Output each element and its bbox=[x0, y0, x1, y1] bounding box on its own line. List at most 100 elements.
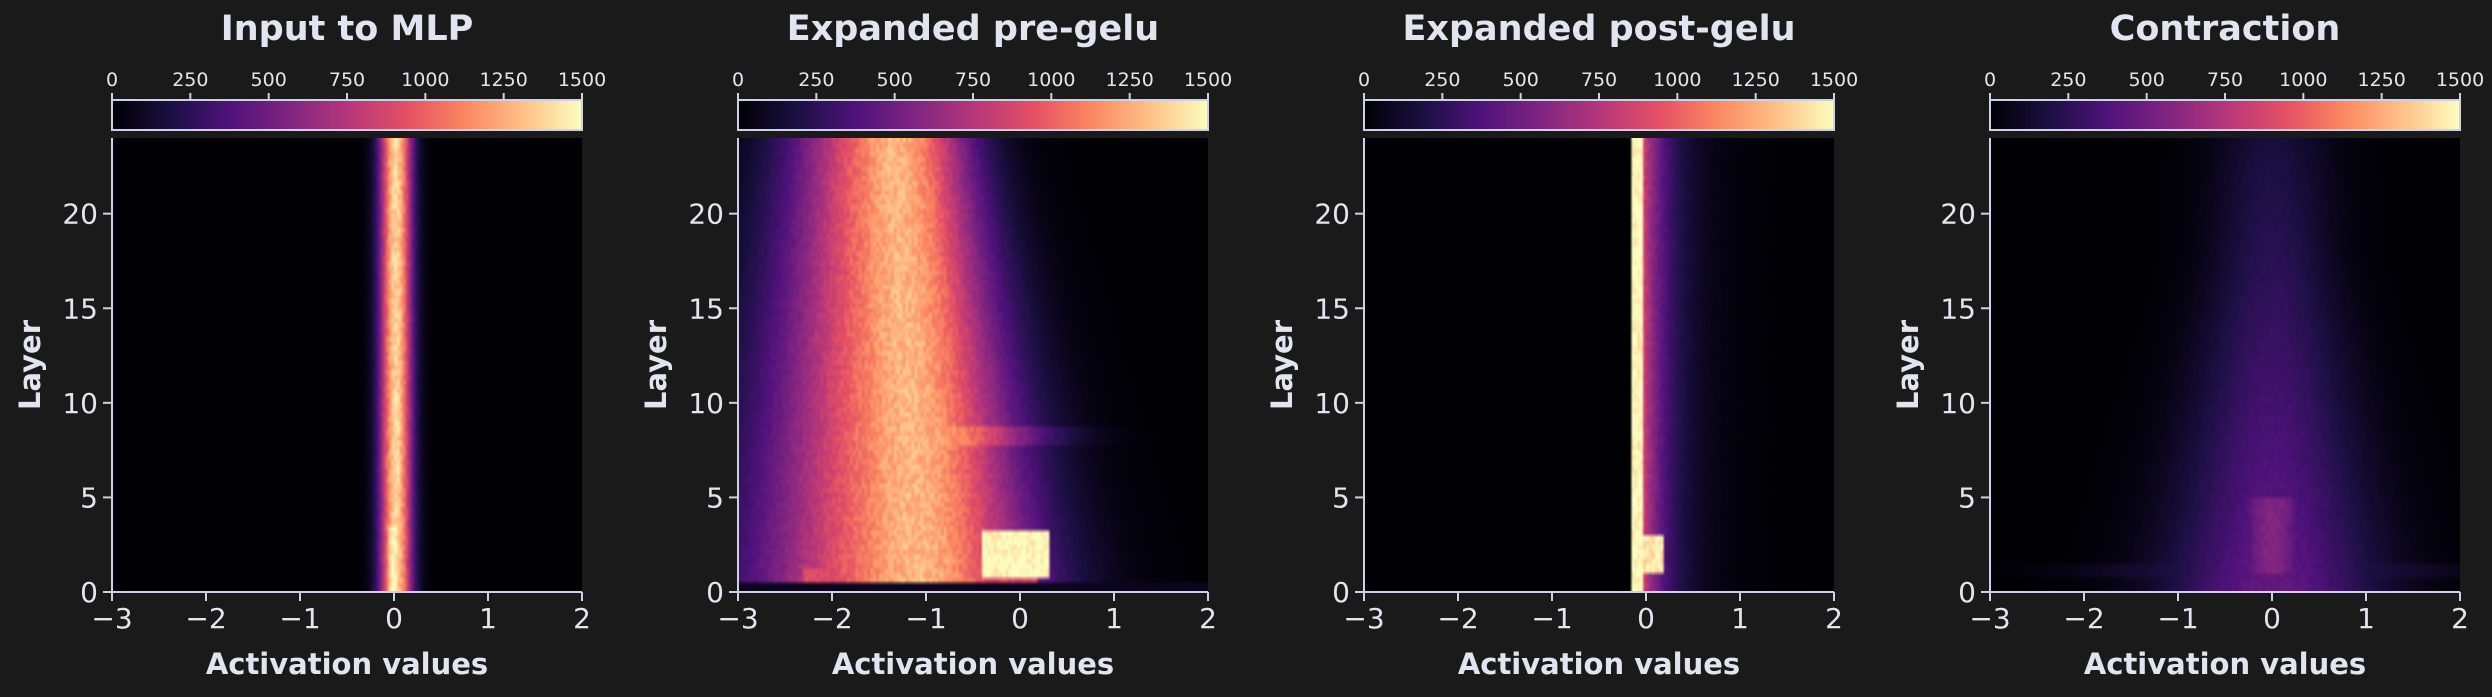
x-tick-label: −2 bbox=[811, 602, 852, 635]
y-tick-label: 0 bbox=[1332, 576, 1350, 609]
chart-title: Expanded pre-gelu bbox=[787, 9, 1159, 49]
colorbar-gradient bbox=[737, 99, 1209, 131]
colorbar-tick-label: 1250 bbox=[479, 69, 527, 91]
y-tick-label: 5 bbox=[1332, 481, 1350, 514]
colorbar-gradient bbox=[1989, 99, 2461, 131]
x-tick-label: 1 bbox=[479, 602, 497, 635]
heatmap-image bbox=[112, 138, 582, 592]
x-axis-label: Activation values bbox=[2084, 647, 2366, 681]
y-tick-label: 15 bbox=[688, 292, 724, 325]
colorbar-tick-label: 0 bbox=[732, 69, 744, 91]
y-tick-label: 10 bbox=[688, 387, 724, 420]
x-tick-label: −1 bbox=[905, 602, 946, 635]
y-tick-label: 20 bbox=[1940, 198, 1976, 231]
y-tick-label: 5 bbox=[706, 481, 724, 514]
colorbar-tick-label: 250 bbox=[2050, 69, 2086, 91]
colorbar: 0 250 500 750 1000 1250 1500 bbox=[732, 69, 1232, 131]
x-tick-label: −1 bbox=[2157, 602, 2198, 635]
heatmap-image bbox=[1364, 138, 1834, 592]
y-tick-label: 15 bbox=[1940, 292, 1976, 325]
y-axis-label: Layer bbox=[1265, 319, 1299, 410]
colorbar-tick-label: 1500 bbox=[2436, 69, 2484, 91]
x-tick-label: 1 bbox=[2357, 602, 2375, 635]
x-tick-label: −2 bbox=[2063, 602, 2104, 635]
x-tick-label: −3 bbox=[717, 602, 758, 635]
y-tick-label: 0 bbox=[1958, 576, 1976, 609]
y-axis-label: Layer bbox=[13, 319, 47, 410]
colorbar: 0 250 500 750 1000 1250 1500 bbox=[1984, 69, 2484, 131]
colorbar-tick-label: 750 bbox=[1581, 69, 1617, 91]
y-tick-label: 5 bbox=[80, 481, 98, 514]
colorbar-tick-label: 1000 bbox=[401, 69, 449, 91]
colorbar-tick-label: 1000 bbox=[1653, 69, 1701, 91]
y-tick-label: 20 bbox=[1314, 198, 1350, 231]
y-tick-label: 20 bbox=[688, 198, 724, 231]
colorbar-tick-label: 1250 bbox=[1105, 69, 1153, 91]
x-axis-label: Activation values bbox=[206, 647, 488, 681]
colorbar-tick-label: 0 bbox=[106, 69, 118, 91]
x-axis-label: Activation values bbox=[1458, 647, 1740, 681]
heatmap-image bbox=[1990, 138, 2460, 592]
colorbar-tick-label: 750 bbox=[955, 69, 991, 91]
x-tick-label: 2 bbox=[1199, 602, 1217, 635]
x-tick-label: 0 bbox=[1637, 602, 1655, 635]
heatmap-image bbox=[738, 138, 1208, 592]
colorbar-tick-label: 250 bbox=[172, 69, 208, 91]
x-tick-label: 2 bbox=[1825, 602, 1843, 635]
chart-title: Contraction bbox=[2110, 9, 2341, 49]
colorbar-gradient bbox=[111, 99, 583, 131]
colorbar-tick-label: 1250 bbox=[2357, 69, 2405, 91]
x-tick-label: −1 bbox=[1531, 602, 1572, 635]
y-tick-label: 15 bbox=[62, 292, 98, 325]
colorbar: 0 250 500 750 1000 1250 1500 bbox=[1358, 69, 1858, 131]
colorbar-tick-label: 1500 bbox=[558, 69, 606, 91]
colorbar-tick-label: 1500 bbox=[1810, 69, 1858, 91]
colorbar-tick-label: 500 bbox=[251, 69, 287, 91]
x-tick-label: 1 bbox=[1105, 602, 1123, 635]
x-tick-label: 0 bbox=[2263, 602, 2281, 635]
x-tick-label: −2 bbox=[1437, 602, 1478, 635]
colorbar-tick-label: 1250 bbox=[1731, 69, 1779, 91]
x-tick-label: 2 bbox=[573, 602, 591, 635]
x-axis-label: Activation values bbox=[832, 647, 1114, 681]
x-tick-label: −3 bbox=[91, 602, 132, 635]
colorbar: 0 250 500 750 1000 1250 1500 bbox=[106, 69, 606, 131]
x-tick-label: −1 bbox=[279, 602, 320, 635]
colorbar-tick-label: 500 bbox=[877, 69, 913, 91]
y-tick-label: 10 bbox=[1314, 387, 1350, 420]
y-tick-label: 0 bbox=[706, 576, 724, 609]
chart-title: Expanded post-gelu bbox=[1403, 9, 1796, 49]
x-tick-label: 1 bbox=[1731, 602, 1749, 635]
y-tick-label: 0 bbox=[80, 576, 98, 609]
y-tick-label: 10 bbox=[1940, 387, 1976, 420]
colorbar-tick-label: 250 bbox=[1424, 69, 1460, 91]
y-tick-label: 20 bbox=[62, 198, 98, 231]
y-tick-label: 10 bbox=[62, 387, 98, 420]
y-axis-label: Layer bbox=[639, 319, 673, 410]
colorbar-tick-label: 1000 bbox=[1027, 69, 1075, 91]
colorbar-gradient bbox=[1363, 99, 1835, 131]
colorbar-tick-label: 500 bbox=[1503, 69, 1539, 91]
chart-title: Input to MLP bbox=[221, 9, 474, 49]
colorbar-tick-label: 1000 bbox=[2279, 69, 2327, 91]
colorbar-tick-label: 250 bbox=[798, 69, 834, 91]
x-tick-label: −3 bbox=[1969, 602, 2010, 635]
y-tick-label: 5 bbox=[1958, 481, 1976, 514]
x-tick-label: −3 bbox=[1343, 602, 1384, 635]
x-tick-label: 0 bbox=[385, 602, 403, 635]
y-axis-label: Layer bbox=[1891, 319, 1925, 410]
y-tick-label: 15 bbox=[1314, 292, 1350, 325]
x-tick-label: 2 bbox=[2451, 602, 2469, 635]
colorbar-tick-label: 500 bbox=[2129, 69, 2165, 91]
x-tick-label: −2 bbox=[185, 602, 226, 635]
colorbar-tick-label: 0 bbox=[1984, 69, 1996, 91]
colorbar-tick-label: 0 bbox=[1358, 69, 1370, 91]
colorbar-tick-label: 750 bbox=[329, 69, 365, 91]
x-tick-label: 0 bbox=[1011, 602, 1029, 635]
colorbar-tick-label: 1500 bbox=[1184, 69, 1232, 91]
